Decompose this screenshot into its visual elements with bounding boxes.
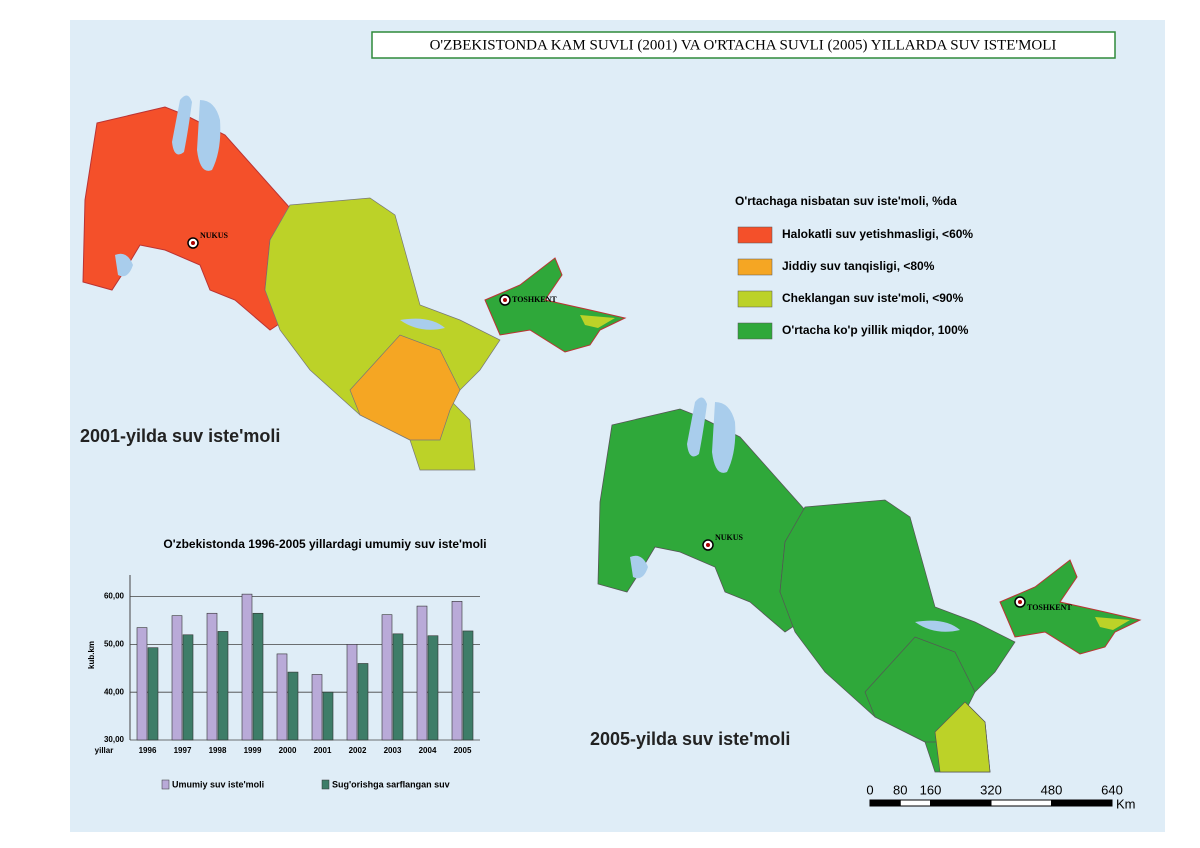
x-tick-label: 1999	[244, 746, 262, 755]
scale-label: 0	[866, 782, 873, 797]
x-tick-label: 2004	[419, 746, 437, 755]
legend-swatch	[321, 779, 330, 790]
bar	[427, 635, 439, 741]
scale-label: 160	[920, 782, 942, 797]
legend-title: O'rtachaga nisbatan suv iste'moli, %da	[735, 194, 957, 208]
scale-label: 640	[1101, 782, 1123, 797]
x-tick-label: 1997	[174, 746, 192, 755]
bar	[451, 601, 463, 741]
legend-label: Cheklangan suv iste'moli, <90%	[782, 291, 964, 305]
x-tick-label: 2000	[279, 746, 297, 755]
x-tick-label: 1996	[139, 746, 157, 755]
bar-chart: 30,00 40,00 50,00 60,00 1996 1997 1998 1999 2000…	[104, 575, 480, 789]
scale-segment	[930, 800, 991, 806]
legend-swatch	[737, 258, 773, 276]
legend-swatch	[737, 322, 773, 340]
scale-bar: 0 80 160 320 480 640	[866, 782, 1123, 807]
bar	[462, 630, 474, 741]
legend-swatch	[737, 290, 773, 308]
y-tick-label: 50,00	[104, 639, 125, 648]
bar	[392, 633, 404, 741]
bar	[171, 615, 183, 741]
map-2001: NUKUS TOSHKENT 2001-yilda suv iste'moli	[80, 95, 627, 471]
legend-label: Umumiy suv iste'moli	[172, 779, 264, 789]
bar	[381, 614, 393, 741]
y-tick-label: 40,00	[104, 687, 125, 696]
scale-segment	[1051, 800, 1112, 806]
bar	[322, 691, 334, 741]
y-axis-label: kub.km	[87, 641, 96, 669]
x-tick-label: 2001	[314, 746, 332, 755]
x-tick-label: 2005	[454, 746, 472, 755]
bar	[287, 671, 299, 741]
city-label: TOSHKENT	[512, 295, 557, 304]
legend: Halokatli suv yetishmasligi, <60% Jiddiy …	[737, 226, 973, 340]
page-title: O'ZBEKISTONDA KAM SUVLI (2001) VA O'RTAC…	[430, 37, 1057, 53]
map-title: 2001-yilda suv iste'moli	[80, 426, 280, 446]
legend-swatch	[161, 779, 170, 790]
scale-label: 480	[1041, 782, 1063, 797]
scale-unit: Km	[1116, 796, 1136, 811]
legend-swatch	[737, 226, 773, 244]
legend-label: O'rtacha ko'p yillik miqdor, 100%	[782, 323, 969, 337]
city-label: NUKUS	[200, 231, 229, 240]
y-tick-label: 30,00	[104, 735, 125, 744]
bar	[241, 593, 253, 741]
bar	[147, 647, 159, 741]
bar	[182, 634, 194, 741]
city-label: NUKUS	[715, 533, 744, 542]
bar	[311, 674, 323, 741]
city-label: TOSHKENT	[1027, 603, 1072, 612]
x-tick-label: 2002	[349, 746, 367, 755]
bar	[416, 605, 428, 741]
map-2005: NUKUS TOSHKENT	[597, 397, 1142, 773]
y-tick-label: 60,00	[104, 592, 125, 601]
bar	[136, 627, 148, 741]
bar	[206, 612, 218, 741]
bar	[217, 631, 229, 741]
bar	[346, 644, 358, 741]
legend-label: Sug'orishga sarflangan suv	[332, 779, 450, 789]
legend-label: Jiddiy suv tanqisligi, <80%	[782, 259, 935, 273]
bar	[357, 663, 369, 741]
x-tick-label: 1998	[209, 746, 227, 755]
bar	[276, 653, 288, 741]
bar	[252, 612, 264, 741]
scale-segment	[870, 800, 901, 806]
scale-label: 320	[980, 782, 1002, 797]
x-axis-label: yillar	[95, 746, 114, 755]
x-tick-label: 2003	[384, 746, 402, 755]
scale-label: 80	[893, 782, 907, 797]
map-title: 2005-yilda suv iste'moli	[590, 729, 790, 749]
chart-title: O'zbekistonda 1996-2005 yillardagi umumi…	[163, 537, 486, 551]
title-box	[371, 31, 1116, 59]
legend-label: Halokatli suv yetishmasligi, <60%	[782, 227, 973, 241]
